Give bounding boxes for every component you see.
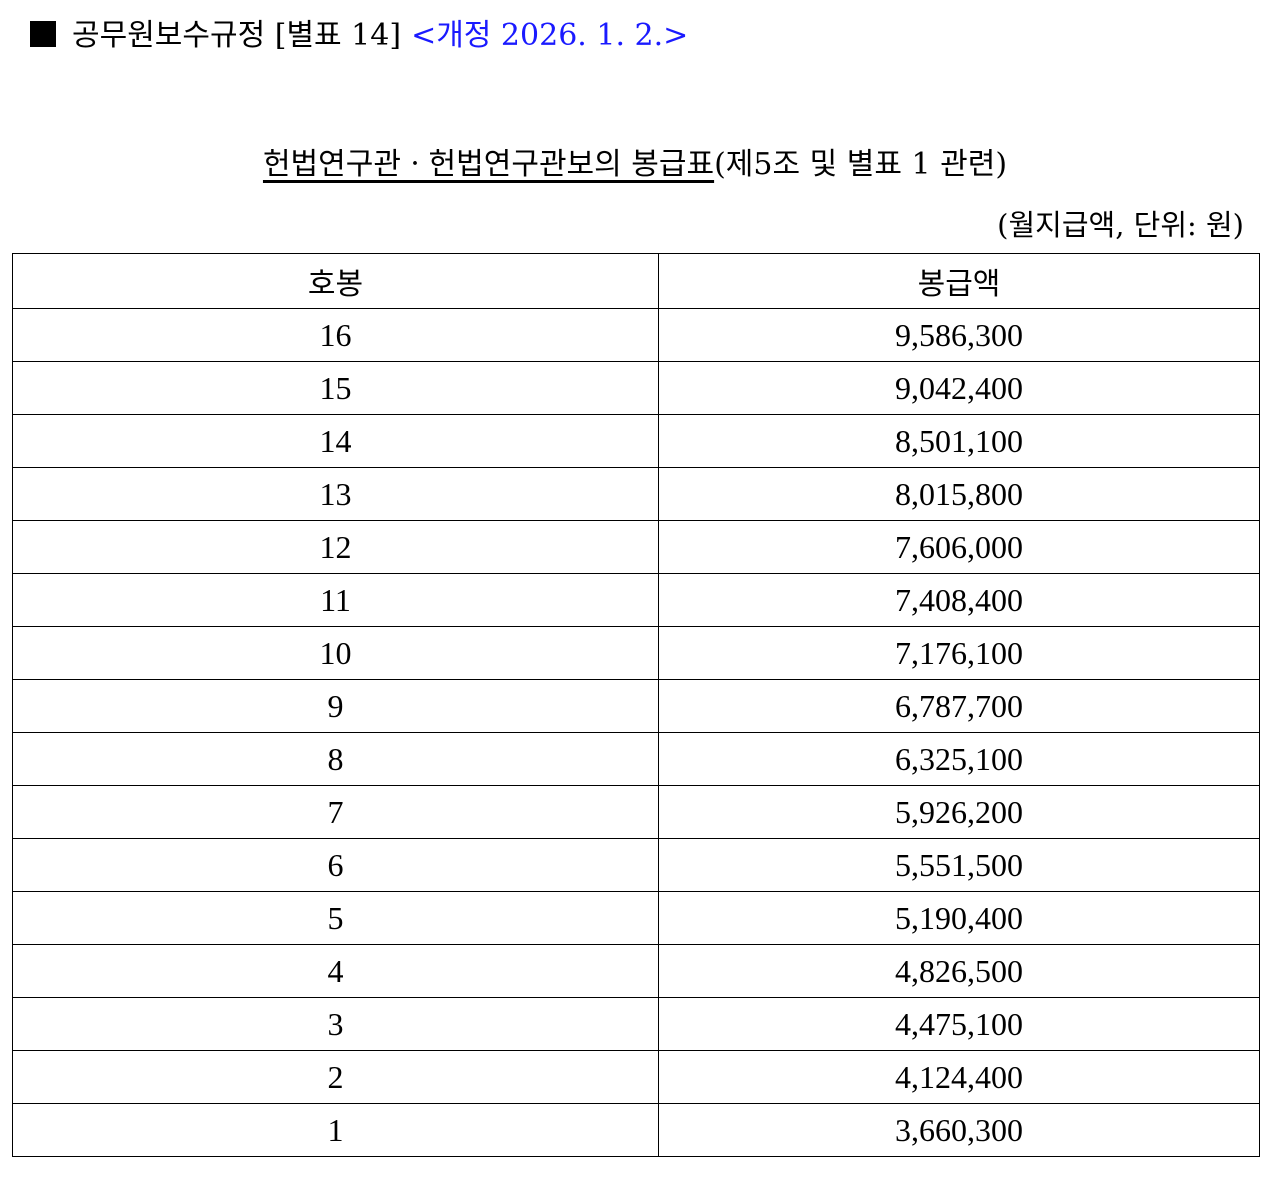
square-bullet-icon xyxy=(30,21,56,47)
salary-cell: 8,015,800 xyxy=(658,467,1260,521)
table-row: 5 5,190,400 xyxy=(12,891,1260,945)
salary-table: 호봉 봉급액 16 9,586,300 15 9,042,400 14 8,501,100… xyxy=(12,253,1260,1157)
salary-cell: 8,501,100 xyxy=(658,414,1260,468)
table-row: 3 4,475,100 xyxy=(12,997,1260,1051)
step-cell: 5 xyxy=(12,891,659,945)
step-cell: 16 xyxy=(12,308,659,362)
step-cell: 9 xyxy=(12,679,659,733)
table-header-row: 호봉 봉급액 xyxy=(12,253,1260,309)
table-row: 11 7,408,400 xyxy=(12,573,1260,627)
step-cell: 15 xyxy=(12,361,659,415)
step-cell: 13 xyxy=(12,467,659,521)
step-cell: 2 xyxy=(12,1050,659,1104)
salary-cell: 7,176,100 xyxy=(658,626,1260,680)
table-row: 6 5,551,500 xyxy=(12,838,1260,892)
document-header: 공무원보수규정 [별표 14] <개정 2026. 1. 2.> xyxy=(30,14,688,58)
unit-note: (월지급액, 단위: 원) xyxy=(997,208,1244,242)
salary-cell: 7,606,000 xyxy=(658,520,1260,574)
table-row: 4 4,826,500 xyxy=(12,944,1260,998)
table-title-main: 헌법연구관ㆍ헌법연구관보의 봉급표 xyxy=(262,147,715,182)
step-cell: 11 xyxy=(12,573,659,627)
table-row: 8 6,325,100 xyxy=(12,732,1260,786)
table-row: 1 3,660,300 xyxy=(12,1103,1260,1157)
salary-cell: 4,826,500 xyxy=(658,944,1260,998)
step-cell: 8 xyxy=(12,732,659,786)
table-title: 헌법연구관ㆍ헌법연구관보의 봉급표(제5조 및 별표 1 관련) xyxy=(0,140,1270,190)
salary-cell: 7,408,400 xyxy=(658,573,1260,627)
step-cell: 3 xyxy=(12,997,659,1051)
column-header-salary: 봉급액 xyxy=(658,253,1260,309)
salary-table-body: 16 9,586,300 15 9,042,400 14 8,501,100 13 8,015… xyxy=(12,308,1260,1157)
step-cell: 4 xyxy=(12,944,659,998)
table-row: 16 9,586,300 xyxy=(12,308,1260,362)
salary-cell: 5,551,500 xyxy=(658,838,1260,892)
salary-cell: 4,475,100 xyxy=(658,997,1260,1051)
salary-cell: 3,660,300 xyxy=(658,1103,1260,1157)
salary-cell: 5,190,400 xyxy=(658,891,1260,945)
salary-cell: 9,042,400 xyxy=(658,361,1260,415)
table-row: 13 8,015,800 xyxy=(12,467,1260,521)
salary-cell: 6,787,700 xyxy=(658,679,1260,733)
table-row: 10 7,176,100 xyxy=(12,626,1260,680)
salary-cell: 9,586,300 xyxy=(658,308,1260,362)
step-cell: 1 xyxy=(12,1103,659,1157)
table-row: 14 8,501,100 xyxy=(12,414,1260,468)
salary-cell: 4,124,400 xyxy=(658,1050,1260,1104)
salary-cell: 5,926,200 xyxy=(658,785,1260,839)
amendment-link[interactable]: <개정 2026. 1. 2.> xyxy=(411,18,689,53)
step-cell: 6 xyxy=(12,838,659,892)
column-header-step: 호봉 xyxy=(12,253,659,309)
salary-cell: 6,325,100 xyxy=(658,732,1260,786)
step-cell: 12 xyxy=(12,520,659,574)
table-row: 15 9,042,400 xyxy=(12,361,1260,415)
step-cell: 7 xyxy=(12,785,659,839)
step-cell: 14 xyxy=(12,414,659,468)
table-row: 9 6,787,700 xyxy=(12,679,1260,733)
table-row: 2 4,124,400 xyxy=(12,1050,1260,1104)
step-cell: 10 xyxy=(12,626,659,680)
table-row: 7 5,926,200 xyxy=(12,785,1260,839)
table-title-suffix: (제5조 및 별표 1 관련) xyxy=(714,147,1008,182)
regulation-title: 공무원보수규정 [별표 14] xyxy=(72,18,402,53)
table-row: 12 7,606,000 xyxy=(12,520,1260,574)
